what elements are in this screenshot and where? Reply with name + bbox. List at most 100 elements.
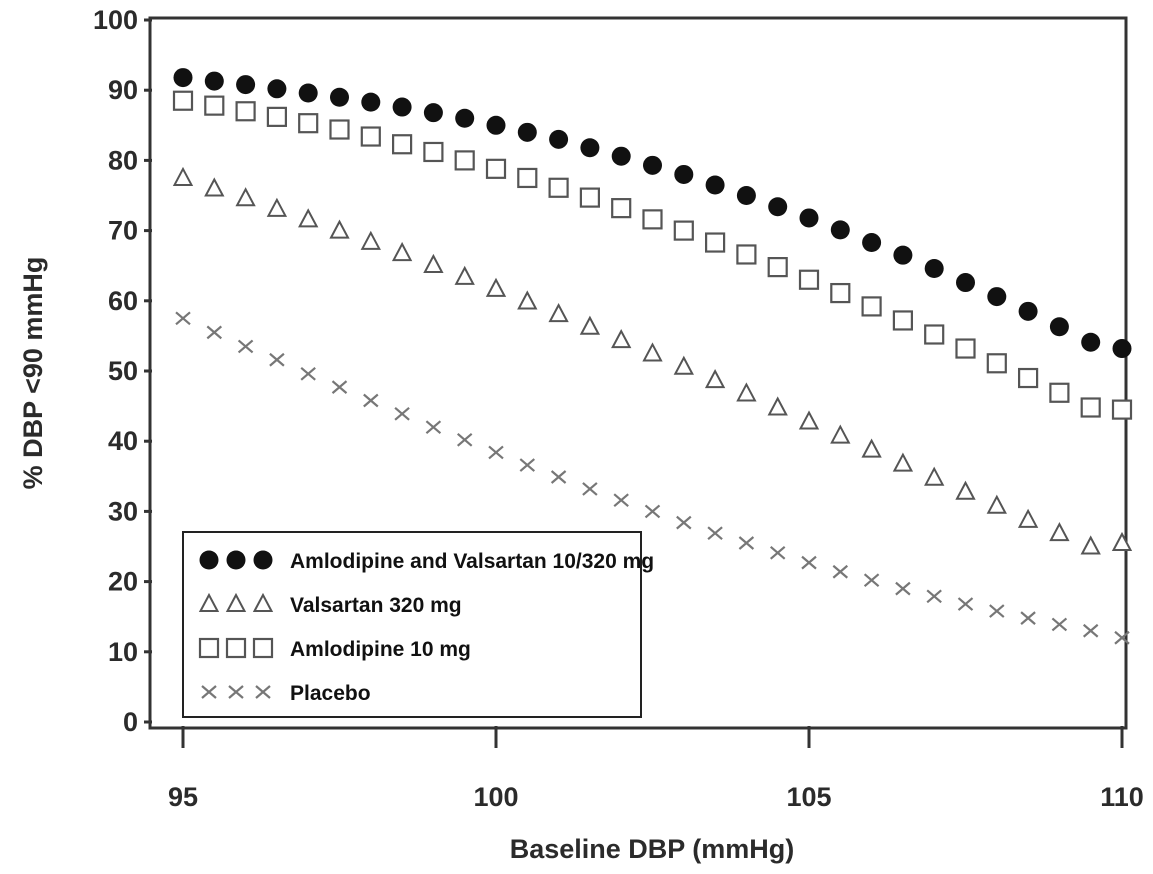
data-point xyxy=(767,396,788,416)
data-point xyxy=(1111,531,1133,551)
legend-marker-placebo xyxy=(201,685,217,699)
data-point xyxy=(987,287,1007,307)
data-point xyxy=(1080,397,1101,418)
data-point xyxy=(454,150,475,171)
data-point xyxy=(611,198,632,219)
data-point xyxy=(175,311,191,326)
legend-marker-valsartan xyxy=(252,592,274,612)
data-point xyxy=(736,382,757,402)
data-point xyxy=(613,493,629,508)
data-point xyxy=(363,393,379,408)
data-point xyxy=(331,380,348,394)
data-point xyxy=(1112,339,1132,359)
data-point xyxy=(611,328,632,349)
data-point xyxy=(517,167,538,189)
data-point xyxy=(736,244,757,265)
series-combo xyxy=(173,68,1132,359)
data-point xyxy=(206,325,223,340)
data-point xyxy=(173,68,193,88)
data-point xyxy=(485,158,507,179)
data-point xyxy=(673,220,694,241)
data-point xyxy=(236,75,256,95)
data-point xyxy=(549,129,569,149)
data-point xyxy=(986,494,1007,514)
data-point xyxy=(736,186,756,205)
data-point xyxy=(298,113,319,134)
data-point xyxy=(830,424,851,444)
legend-marker-valsartan xyxy=(198,592,220,612)
series-placebo xyxy=(175,311,1130,645)
series-valsartan xyxy=(172,166,1133,555)
data-point xyxy=(548,177,569,198)
data-point xyxy=(237,339,254,354)
legend-marker-placebo xyxy=(255,685,271,699)
series-layer xyxy=(172,68,1133,645)
y-tick-label: 10 xyxy=(108,637,138,667)
data-point xyxy=(863,573,880,588)
legend-label-combo: Amlodipine and Valsartan 10/320 mg xyxy=(290,550,654,573)
data-point xyxy=(391,241,413,262)
data-point xyxy=(892,310,914,331)
data-point xyxy=(1080,535,1101,555)
data-point xyxy=(642,209,663,230)
data-point xyxy=(1114,630,1130,645)
data-point xyxy=(986,353,1007,374)
y-tick-label: 90 xyxy=(108,75,138,105)
data-point xyxy=(924,324,945,345)
data-point xyxy=(769,545,786,560)
y-tick-label: 40 xyxy=(108,426,138,456)
data-point xyxy=(955,338,976,359)
data-point xyxy=(674,164,694,184)
legend-symbols xyxy=(198,550,274,699)
data-point xyxy=(423,141,444,163)
data-point xyxy=(300,366,316,381)
data-point xyxy=(924,259,944,279)
data-point xyxy=(488,445,504,460)
data-point xyxy=(705,175,725,195)
data-point xyxy=(861,296,882,317)
data-point xyxy=(893,245,913,265)
data-point xyxy=(172,90,194,111)
data-point xyxy=(830,282,851,304)
data-point xyxy=(707,526,723,540)
data-point xyxy=(204,95,225,116)
data-point xyxy=(1051,617,1068,632)
data-point xyxy=(485,277,507,297)
data-point xyxy=(643,155,662,175)
y-tick-label: 70 xyxy=(108,216,138,246)
data-point xyxy=(582,482,598,496)
data-point xyxy=(425,420,442,434)
data-point xyxy=(517,290,538,310)
y-axis: 0 10 20 30 40 50 60 70 80 90 100 xyxy=(93,5,152,737)
x-tick-label: 110 xyxy=(1100,782,1144,812)
data-point xyxy=(768,197,788,217)
data-point xyxy=(704,368,726,389)
y-tick-label: 20 xyxy=(108,567,138,597)
y-tick-label: 0 xyxy=(123,707,138,737)
data-point xyxy=(676,515,692,530)
data-point xyxy=(235,187,256,207)
data-point xyxy=(767,257,788,278)
legend-label-amlodipine: Amlodipine 10 mg xyxy=(290,638,471,661)
plot-area-frame xyxy=(148,16,1128,730)
data-point xyxy=(895,581,911,596)
legend-marker-combo xyxy=(199,550,219,570)
data-point xyxy=(956,273,975,293)
x-tick-label: 95 xyxy=(168,782,198,812)
data-point xyxy=(298,83,318,103)
data-point xyxy=(454,265,475,285)
data-point xyxy=(673,355,694,375)
data-point xyxy=(550,470,567,484)
data-point xyxy=(644,504,661,519)
data-point xyxy=(955,480,976,500)
data-point xyxy=(172,166,194,186)
data-point xyxy=(926,589,942,604)
data-point xyxy=(235,101,256,122)
data-point xyxy=(298,208,319,228)
data-point xyxy=(861,438,882,458)
data-point xyxy=(832,564,849,579)
data-point xyxy=(704,232,726,253)
data-point xyxy=(1111,399,1133,420)
data-point xyxy=(1049,522,1070,542)
